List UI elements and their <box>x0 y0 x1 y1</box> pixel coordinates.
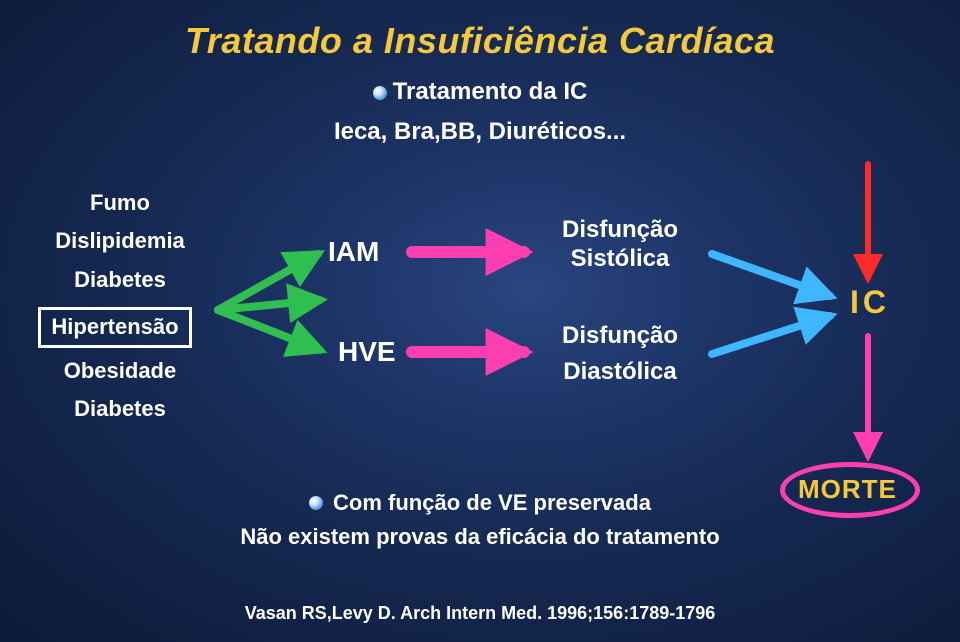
bottom-text-block: Com função de VE preservada Não existem … <box>0 490 960 550</box>
dys-sys-l2: Sistólica <box>571 245 670 272</box>
label-dys-diastolic: Disfunção Diastólica <box>540 318 700 390</box>
subtitle-drugs: Ieca, Bra,BB, Diuréticos... <box>0 118 960 146</box>
bullet-icon <box>309 496 323 510</box>
citation: Vasan RS,Levy D. Arch Intern Med. 1996;1… <box>0 603 960 624</box>
subtitle-1-text: Tratamento da IC <box>393 78 588 105</box>
label-dys-systolic: Disfunção Sistólica <box>540 216 700 274</box>
risk-factors-column: Fumo Dislipidemia Diabetes Hipertensão O… <box>20 190 220 434</box>
label-hve: HVE <box>338 336 396 368</box>
risk-item: Dislipidemia <box>20 228 220 254</box>
subtitle-treatment: Tratamento da IC <box>0 78 960 106</box>
risk-item-boxed: Hipertensão <box>20 305 220 357</box>
slide-title: Tratando a Insuficiência Cardíaca <box>0 20 960 62</box>
risk-item: Diabetes <box>20 396 220 422</box>
dys-dia-l2: Diastólica <box>563 358 676 385</box>
preserved-text: Com função de VE preservada <box>333 490 651 516</box>
risk-item: Fumo <box>20 190 220 216</box>
risk-item: Diabetes <box>20 267 220 293</box>
risk-item: Obesidade <box>20 358 220 384</box>
label-ic: IC <box>850 284 890 321</box>
bullet-icon <box>373 86 387 100</box>
no-proof-text: Não existem provas da eficácia do tratam… <box>0 524 960 550</box>
label-iam: IAM <box>328 236 379 268</box>
dys-sys-l1: Disfunção <box>562 216 678 243</box>
dys-dia-l1: Disfunção <box>562 322 678 349</box>
preserved-line: Com função de VE preservada <box>0 490 960 516</box>
hipertensao-box: Hipertensão <box>38 307 191 347</box>
